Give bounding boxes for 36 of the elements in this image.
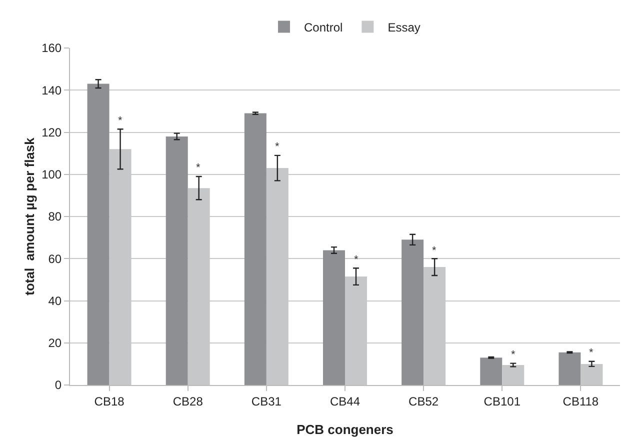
y-tick-label: 160 xyxy=(42,41,62,56)
legend-label: Control xyxy=(304,20,343,34)
y-tick-label: 60 xyxy=(48,252,62,266)
annotation: * xyxy=(589,347,594,359)
y-tick-label: 120 xyxy=(42,125,62,140)
bar xyxy=(323,250,345,385)
annotation: * xyxy=(432,245,437,257)
annotation: * xyxy=(118,115,123,127)
y-tick-label: 100 xyxy=(42,168,62,182)
bar xyxy=(480,358,502,385)
bar xyxy=(87,84,110,385)
y-tick-label: 20 xyxy=(48,336,62,350)
x-tick-label: CB101 xyxy=(484,394,521,408)
x-axis-title: PCB congeners xyxy=(296,422,394,437)
y-tick-label: 140 xyxy=(42,83,62,98)
bar xyxy=(402,240,424,385)
bar xyxy=(244,113,266,385)
y-tick-label: 80 xyxy=(48,210,62,224)
x-tick-label: CB31 xyxy=(251,394,282,408)
annotation: * xyxy=(275,141,280,153)
annotation: * xyxy=(196,162,201,174)
bar xyxy=(580,364,603,385)
x-tick-label: CB52 xyxy=(408,394,439,408)
x-tick-label: CB18 xyxy=(94,394,125,408)
x-tick-label: CB44 xyxy=(330,394,360,408)
x-tick-label: CB28 xyxy=(172,394,204,408)
legend-label: Essay xyxy=(388,20,420,34)
y-tick-label: 40 xyxy=(48,294,62,308)
bar xyxy=(558,352,581,385)
x-tick-label: CB118 xyxy=(562,394,599,408)
annotation: * xyxy=(354,254,359,266)
y-axis-title: total amount µg per flask xyxy=(22,136,37,296)
y-tick-label: 0 xyxy=(54,378,62,392)
bar xyxy=(502,364,524,385)
bar xyxy=(166,136,188,385)
annotation: * xyxy=(511,349,516,361)
